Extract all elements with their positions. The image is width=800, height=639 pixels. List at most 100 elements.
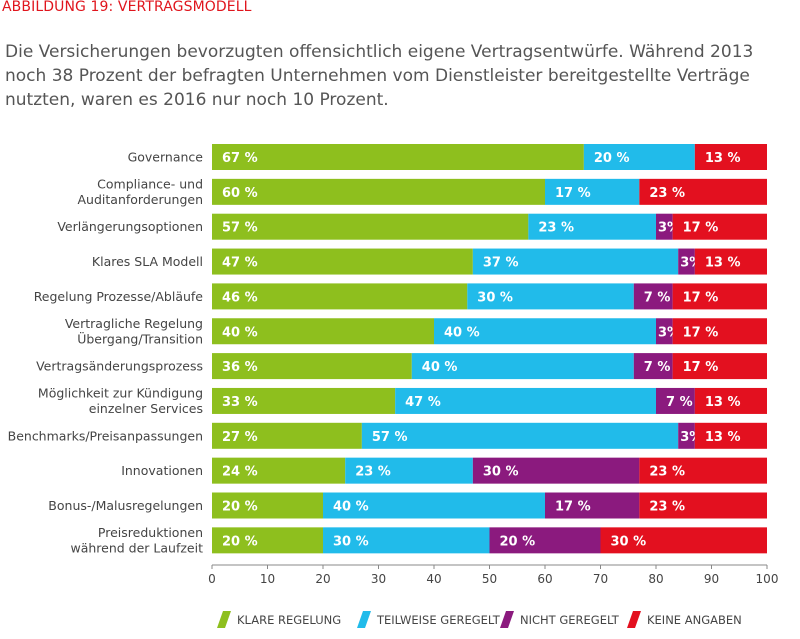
x-tick-label: 80 — [648, 572, 663, 586]
intro-text: Die Versicherungen bevorzugten offensich… — [5, 42, 754, 110]
bar-segment — [212, 527, 323, 554]
legend-label: KEINE ANGABEN — [647, 613, 742, 627]
x-tick-label: 90 — [704, 572, 719, 586]
value-label: 47 % — [222, 256, 258, 271]
legend-swatch — [217, 611, 231, 628]
category-label-line: einzelner Services — [89, 401, 203, 416]
bar-segment — [633, 353, 673, 380]
category-label-line: Vertragliche Regelung — [65, 316, 203, 331]
category-label-line: Möglichkeit zur Kündigung — [38, 386, 203, 401]
value-label: 7 % — [644, 290, 671, 305]
bar-segment — [212, 387, 396, 414]
category-label-line: Benchmarks/Preisanpassungen — [8, 428, 203, 443]
bar-segment — [656, 387, 695, 414]
bar-segment — [467, 283, 634, 310]
category-label-line: Preisreduktionen — [98, 525, 203, 540]
value-label: 13 % — [705, 395, 741, 410]
category-label-line: Klares SLA Modell — [92, 254, 203, 269]
bar-segment — [212, 178, 545, 205]
bar-segment — [672, 353, 767, 380]
x-tick-label: 0 — [208, 572, 216, 586]
value-label: 17 % — [683, 325, 719, 340]
value-label: 17 % — [683, 221, 719, 236]
bar-segment — [212, 318, 434, 345]
value-label: 67 % — [222, 151, 258, 166]
value-label: 17 % — [555, 500, 591, 515]
bar-segment — [212, 248, 473, 275]
bar-segment — [212, 353, 412, 380]
x-tick-label: 20 — [315, 572, 330, 586]
category-label-line: Auditanforderungen — [78, 192, 204, 207]
category-label-line: Innovationen — [121, 463, 203, 478]
value-label: 20 % — [222, 500, 258, 515]
value-label: 24 % — [222, 465, 258, 480]
value-label: 37 % — [483, 256, 519, 271]
category-label: Regelung Prozesse/Abläufe — [34, 289, 204, 304]
bar-segment — [545, 492, 640, 519]
value-label: 33 % — [222, 395, 258, 410]
category-label-line: Regelung Prozesse/Abläufe — [34, 289, 204, 304]
value-label: 23 % — [649, 186, 685, 201]
bar-segment — [678, 422, 695, 449]
value-label: 7 % — [666, 395, 693, 410]
value-label: 7 % — [644, 360, 671, 375]
category-label-line: Vertragsänderungsprozess — [36, 359, 203, 374]
value-label: 13 % — [705, 430, 741, 445]
value-label: 17 % — [683, 360, 719, 375]
category-label: Compliance- und Auditanforderungen — [78, 177, 204, 208]
category-label-line: Übergang/Transition — [77, 331, 203, 347]
x-tick-label: 10 — [260, 572, 275, 586]
category-label: Bonus-/Malusregelungen — [48, 498, 203, 513]
legend-label: NICHT GEREGELT — [520, 613, 620, 627]
category-label: Benchmarks/Preisanpassungen — [8, 428, 203, 443]
x-tick-label: 60 — [537, 572, 552, 586]
bar-segment — [361, 422, 679, 449]
bar-segment — [528, 213, 656, 240]
value-label: 40 % — [444, 325, 480, 340]
category-label: Klares SLA Modell — [92, 254, 203, 269]
value-label: 23 % — [355, 465, 391, 480]
bar-segment — [672, 283, 767, 310]
category-label-line: Governance — [128, 150, 204, 165]
value-label: 30 % — [333, 534, 369, 549]
bar-segment — [656, 213, 673, 240]
bar-segment — [694, 248, 767, 275]
bar-segment — [472, 457, 640, 484]
x-tick-label: 40 — [426, 572, 441, 586]
value-label: 20 % — [500, 534, 536, 549]
bar-segment — [472, 248, 679, 275]
value-label: 17 % — [683, 290, 719, 305]
bar-segment — [489, 527, 601, 554]
category-label: Vertragliche Regelung Übergang/Transition — [65, 316, 203, 347]
value-label: 30 % — [483, 465, 519, 480]
category-label-line: Bonus-/Malusregelungen — [48, 498, 203, 513]
value-label: 57 % — [222, 221, 258, 236]
value-label: 20 % — [594, 151, 630, 166]
bar-segment — [639, 492, 767, 519]
category-label: Vertragsänderungsprozess — [36, 359, 203, 374]
value-label: 17 % — [555, 186, 591, 201]
bar-segment — [323, 527, 490, 554]
legend-swatch — [627, 611, 641, 628]
bar-segment — [212, 422, 362, 449]
value-label: 13 % — [705, 151, 741, 166]
value-label: 40 % — [333, 500, 369, 515]
bar-segment — [672, 213, 767, 240]
bar-segment — [323, 492, 545, 519]
value-label: 13 % — [705, 256, 741, 271]
bar-segment — [434, 318, 656, 345]
bar-segment — [600, 527, 767, 554]
legend-swatch — [500, 611, 514, 628]
legend-swatch — [357, 611, 371, 628]
bar-segment — [633, 283, 673, 310]
category-label-line: Verlängerungsoptionen — [57, 219, 203, 234]
bar-segment — [672, 318, 767, 345]
bar-segment — [694, 144, 767, 170]
value-label: 30 % — [611, 534, 647, 549]
bar-segment — [212, 283, 468, 310]
value-label: 23 % — [649, 500, 685, 515]
bar-segment — [639, 457, 767, 484]
bar-segment — [694, 387, 767, 414]
category-label: Innovationen — [121, 463, 203, 478]
